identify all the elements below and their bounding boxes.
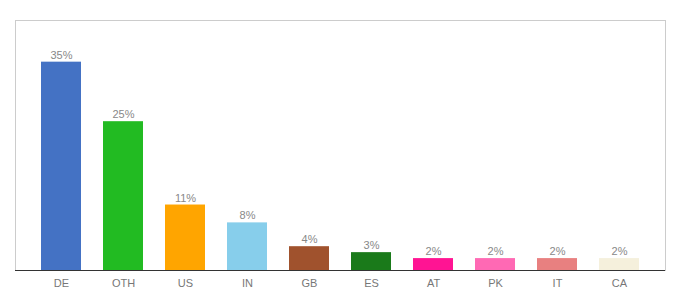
svg-text:8%: 8%	[240, 209, 256, 221]
svg-text:US: US	[178, 277, 193, 289]
svg-text:3%: 3%	[364, 239, 380, 251]
svg-text:2%: 2%	[488, 245, 504, 257]
svg-text:GB: GB	[302, 277, 318, 289]
svg-text:11%: 11%	[175, 192, 196, 204]
svg-text:2%: 2%	[550, 245, 566, 257]
svg-text:IN: IN	[242, 277, 253, 289]
svg-text:PK: PK	[488, 277, 503, 289]
svg-text:25%: 25%	[112, 108, 134, 120]
svg-text:ES: ES	[364, 277, 379, 289]
svg-text:CA: CA	[612, 277, 628, 289]
svg-text:DE: DE	[54, 277, 69, 289]
svg-text:IT: IT	[553, 277, 563, 289]
svg-text:35%: 35%	[50, 49, 72, 61]
svg-text:2%: 2%	[426, 245, 442, 257]
svg-text:AT: AT	[427, 277, 441, 289]
svg-text:OTH: OTH	[112, 277, 135, 289]
svg-text:4%: 4%	[302, 233, 318, 245]
svg-text:2%: 2%	[612, 245, 628, 257]
